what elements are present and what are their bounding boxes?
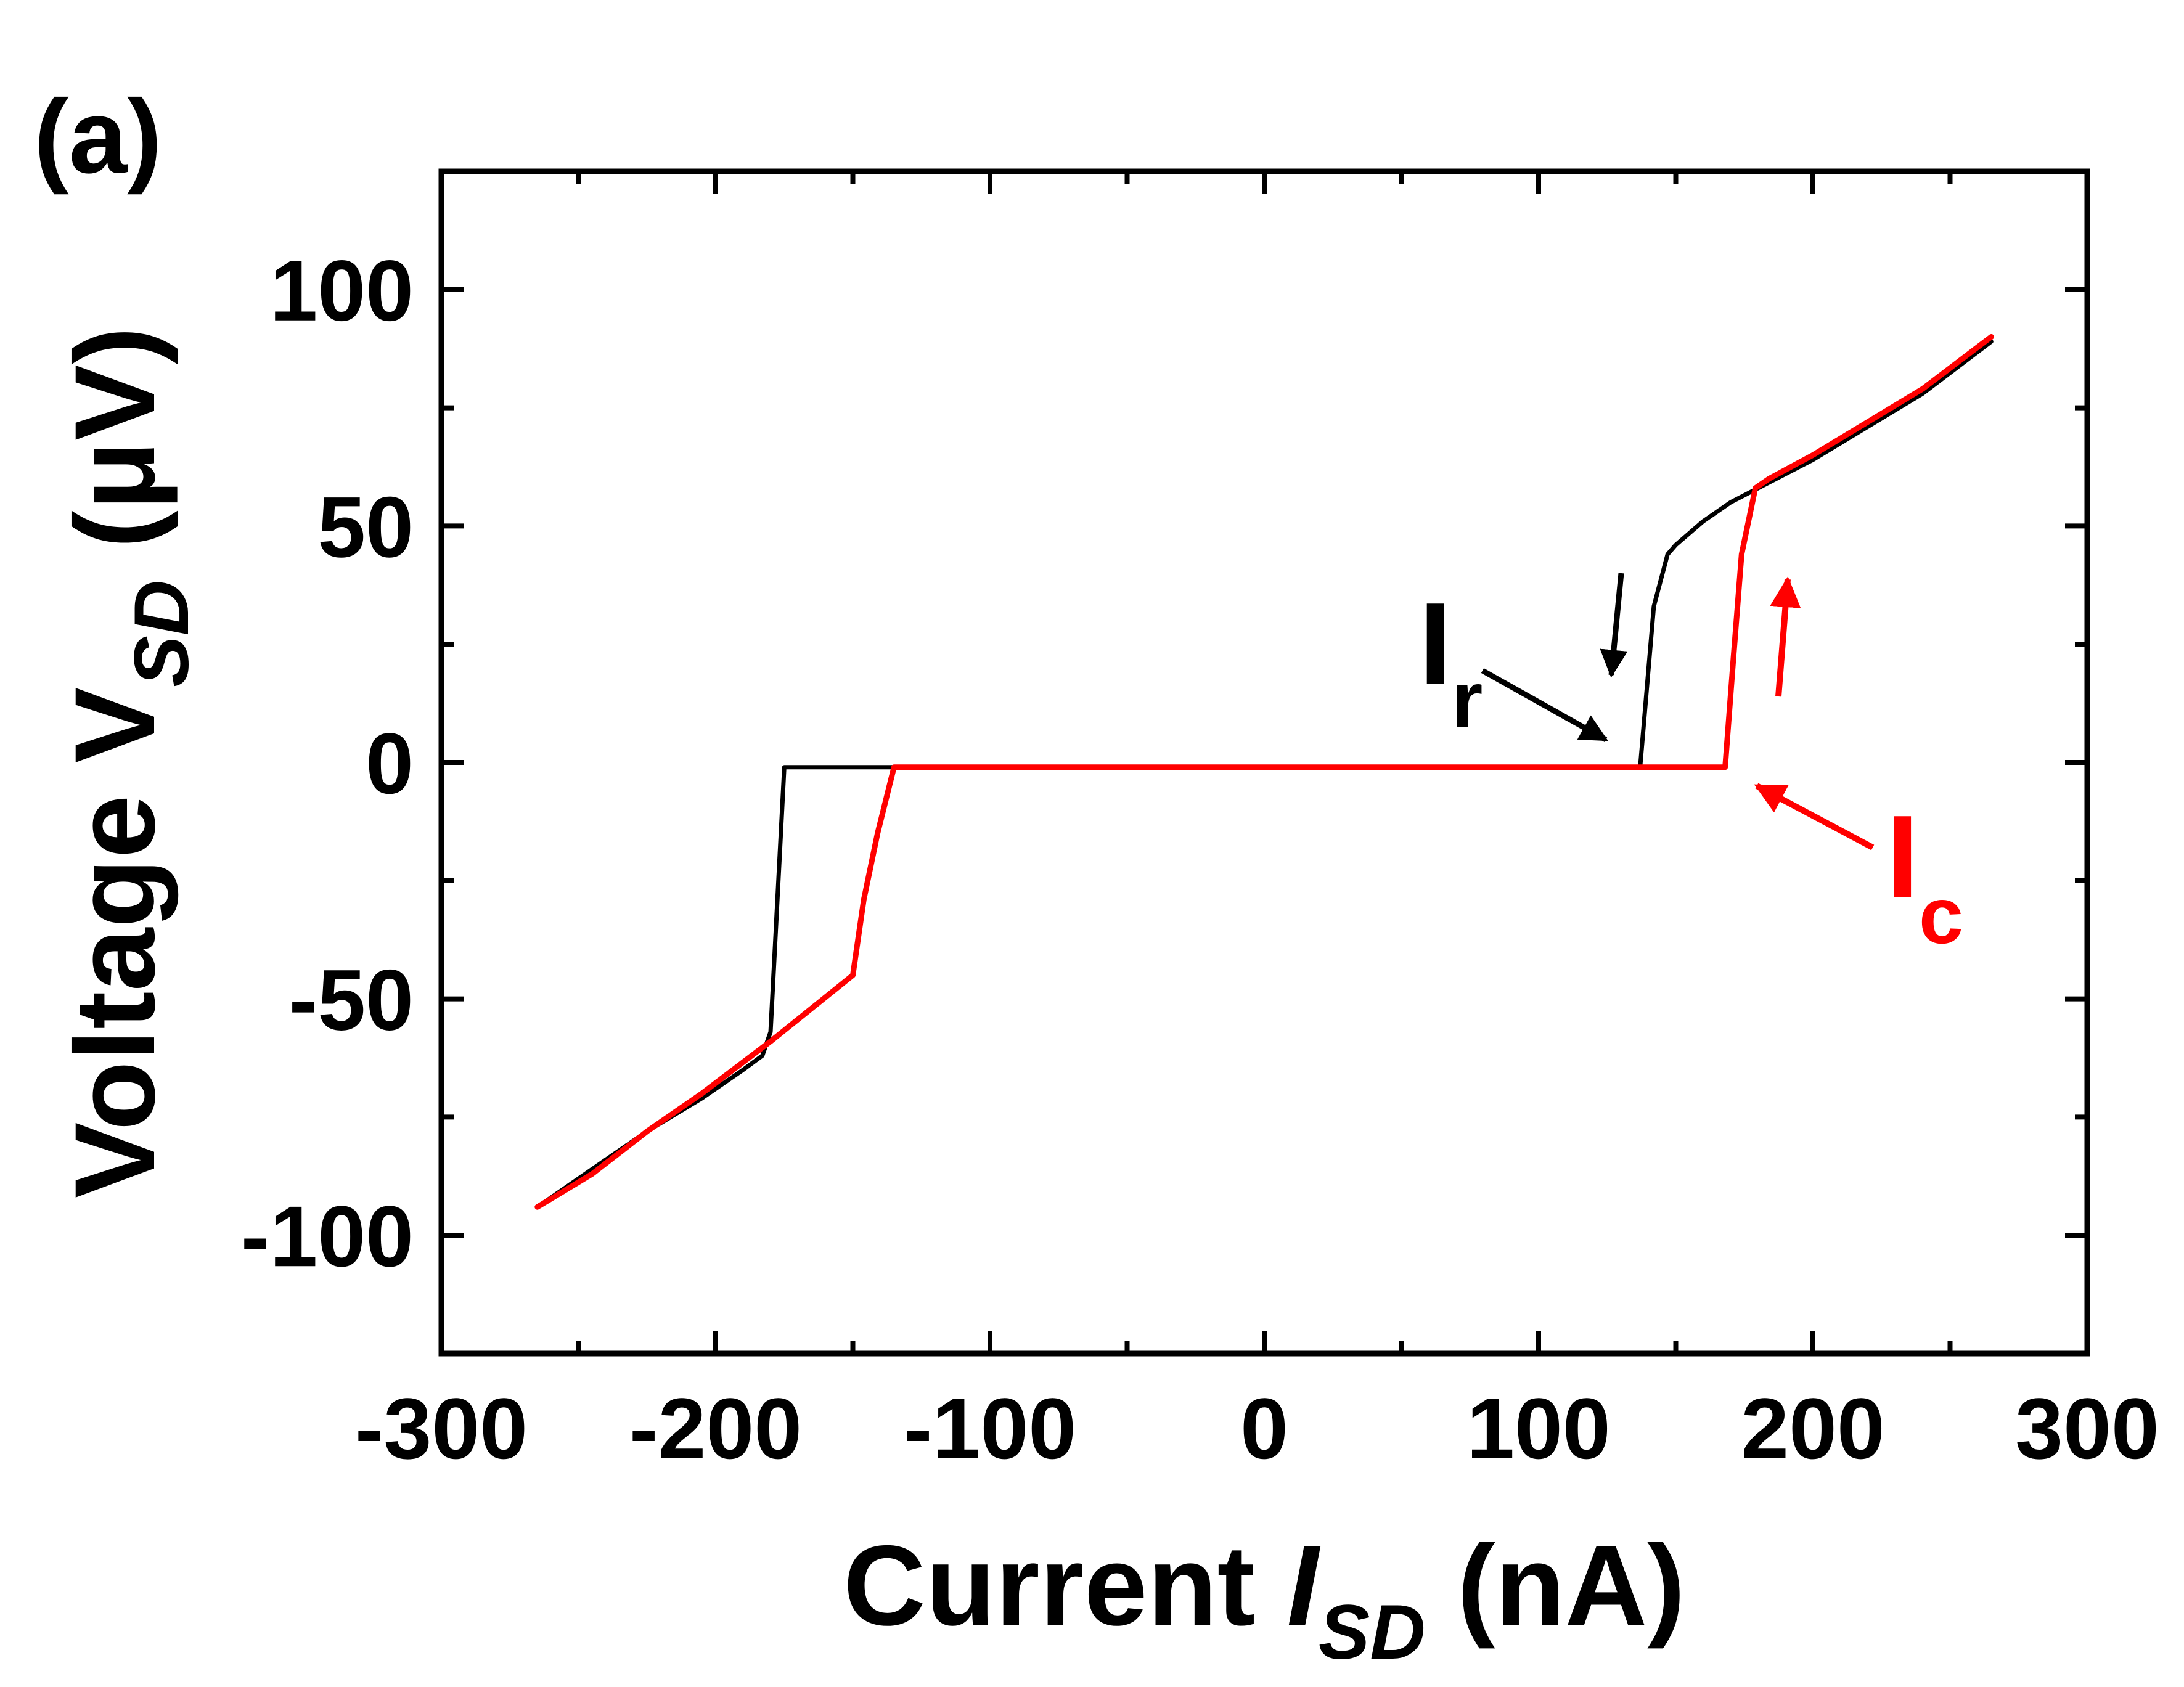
tick-labels: -300 -200 -100 0 100 200 300 -100 -50 0 50 100	[241, 242, 2159, 1477]
y-tick-label: 0	[366, 715, 414, 812]
panel-label: (a)	[34, 78, 162, 195]
curves	[534, 334, 1994, 1210]
ir-arrow-diagonal	[1481, 668, 1608, 742]
x-tick-label: 200	[1741, 1380, 1885, 1477]
y-tick-label: 100	[269, 242, 414, 339]
series-black-line	[535, 339, 1994, 1209]
ic-arrow-up	[1770, 576, 1801, 697]
axis-ticks	[439, 169, 2090, 1356]
ir-label: Ir	[1419, 579, 1483, 745]
x-tick-label: 300	[2015, 1380, 2159, 1477]
ic-arrow-diagonal	[1754, 783, 1875, 851]
y-tick-label: 50	[317, 478, 414, 575]
x-tick-label: 0	[1240, 1380, 1288, 1477]
y-tick-label: -50	[289, 952, 414, 1048]
x-tick-label: 100	[1466, 1380, 1611, 1477]
ir-arrow-down	[1600, 573, 1628, 678]
y-tick-label: -100	[241, 1188, 414, 1285]
x-tick-label: -200	[629, 1380, 802, 1477]
y-axis-label: Voltage VSD (μV)	[52, 327, 205, 1198]
x-axis-label: Current ISD (nA)	[843, 1522, 1685, 1675]
ic-label: Ic	[1886, 791, 1963, 960]
x-tick-label: -300	[355, 1380, 528, 1477]
series-red-line	[534, 334, 1994, 1210]
plot-frame	[438, 168, 2090, 1357]
x-tick-label: -100	[904, 1380, 1076, 1477]
